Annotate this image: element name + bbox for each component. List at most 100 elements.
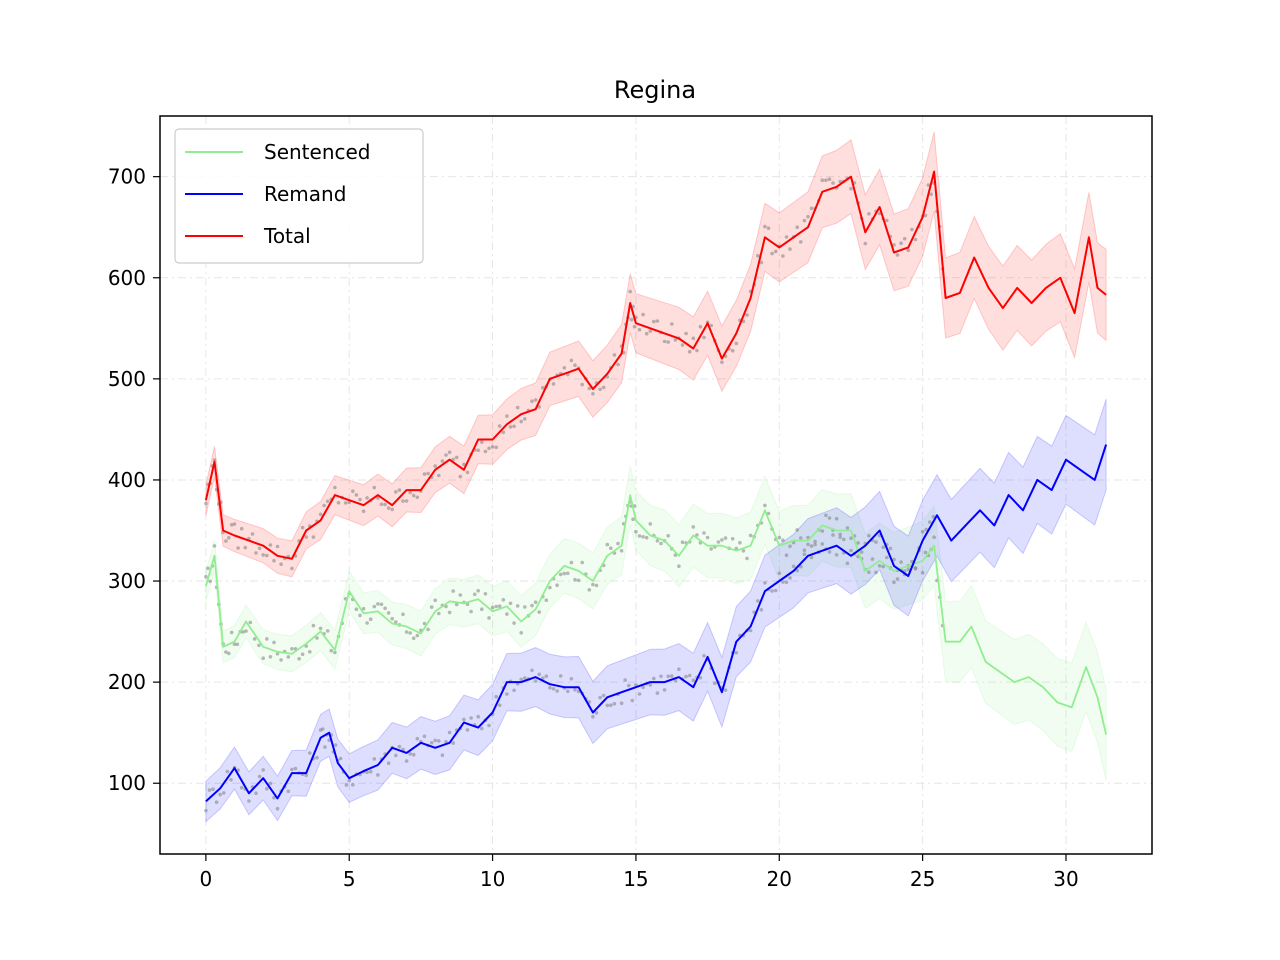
- remand-point: [541, 676, 545, 680]
- total-point: [820, 178, 825, 182]
- remand-point: [573, 688, 577, 692]
- sentenced-point: [644, 535, 649, 540]
- remand-point: [791, 564, 796, 569]
- total-point: [802, 218, 807, 223]
- total-point: [799, 240, 803, 244]
- total-point: [322, 503, 326, 508]
- total-point: [720, 360, 724, 365]
- total-point: [885, 218, 889, 223]
- y-tick-label: 200: [108, 670, 146, 694]
- remand-point: [687, 673, 692, 678]
- total-point: [698, 324, 703, 329]
- remand-point: [648, 683, 653, 687]
- total-point: [462, 462, 466, 467]
- total-point: [628, 289, 632, 294]
- remand-point: [422, 734, 427, 739]
- total-point: [895, 253, 900, 257]
- remand-point: [598, 695, 602, 700]
- total-point: [336, 500, 341, 505]
- total-point: [541, 386, 545, 390]
- total-point: [318, 512, 323, 517]
- remand-point: [304, 773, 309, 778]
- sentenced-point: [867, 570, 871, 574]
- sentenced-point: [745, 556, 749, 561]
- sentenced-point: [691, 525, 696, 529]
- y-tick-label: 400: [108, 468, 146, 492]
- total-point: [827, 177, 832, 181]
- sentenced-point: [469, 609, 473, 614]
- remand-point: [892, 557, 896, 562]
- remand-point: [394, 753, 398, 758]
- sentenced-point: [777, 535, 782, 540]
- sentenced-point: [318, 626, 323, 631]
- total-point: [358, 497, 362, 502]
- remand-point: [480, 726, 484, 731]
- remand-point: [713, 681, 717, 685]
- sentenced-point: [429, 605, 434, 609]
- sentenced-point: [315, 636, 319, 640]
- total-point: [684, 331, 688, 336]
- remand-point: [831, 533, 835, 537]
- total-point: [519, 419, 523, 424]
- sentenced-point: [680, 540, 685, 544]
- sentenced-point: [297, 657, 301, 661]
- sentenced-point: [885, 555, 889, 560]
- sentenced-point: [923, 550, 928, 555]
- total-point: [272, 558, 276, 563]
- sentenced-point: [813, 539, 817, 544]
- sentenced-point: [580, 560, 584, 565]
- sentenced-point: [648, 522, 653, 526]
- remand-point: [627, 683, 631, 688]
- legend-label-total: Total: [263, 224, 311, 248]
- remand-point: [497, 703, 502, 707]
- total-point: [437, 473, 441, 478]
- total-point: [612, 353, 617, 357]
- sentenced-point: [433, 598, 438, 603]
- total-point: [254, 551, 258, 555]
- remand-point: [551, 687, 556, 691]
- remand-point: [440, 753, 445, 757]
- total-point: [212, 458, 217, 462]
- total-point: [365, 496, 369, 500]
- sentenced-point: [523, 605, 527, 609]
- total-point: [913, 237, 918, 242]
- total-point: [849, 186, 853, 191]
- sentenced-point: [566, 571, 570, 576]
- remand-point: [465, 728, 470, 732]
- remand-point: [838, 535, 842, 540]
- remand-point: [691, 678, 696, 682]
- remand-point: [773, 588, 778, 593]
- total-point: [730, 348, 735, 353]
- total-point: [655, 319, 660, 323]
- total-point: [666, 340, 670, 344]
- sentenced-point: [232, 642, 237, 646]
- total-point: [458, 474, 463, 479]
- sentenced-point: [616, 541, 620, 546]
- total-point: [766, 226, 771, 230]
- total-point: [487, 446, 491, 451]
- sentenced-point: [738, 540, 742, 545]
- total-point: [243, 545, 248, 550]
- remand-point: [637, 692, 642, 696]
- sentenced-point: [244, 629, 248, 633]
- sentenced-point: [508, 601, 513, 606]
- total-point: [261, 553, 266, 557]
- sentenced-point: [311, 623, 316, 628]
- remand-point: [827, 550, 832, 554]
- y-axis: 100 200 300 400 500 600 700: [108, 165, 160, 795]
- remand-point: [537, 672, 541, 677]
- remand-point: [684, 674, 688, 679]
- sentenced-point: [390, 616, 395, 621]
- remand-point: [261, 768, 266, 772]
- remand-point: [239, 785, 244, 790]
- total-point: [411, 493, 416, 498]
- sentenced-point: [605, 542, 610, 547]
- total-point: [831, 181, 835, 185]
- sentenced-point: [569, 560, 574, 565]
- sentenced-point: [795, 528, 799, 532]
- sentenced-point: [497, 604, 502, 608]
- total-point: [648, 329, 653, 333]
- total-line: [204, 170, 1107, 560]
- total-point: [304, 535, 309, 539]
- total-point: [480, 440, 484, 444]
